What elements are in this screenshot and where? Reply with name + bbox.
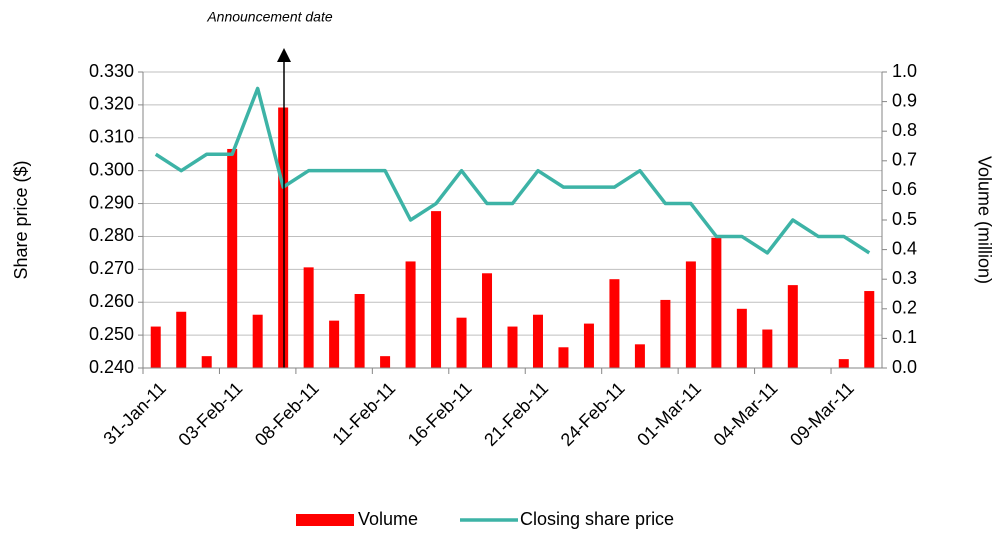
bar — [227, 148, 238, 368]
bar — [838, 359, 849, 368]
x-tick-label: 16-Feb-11 — [404, 378, 476, 450]
x-tick-label: 08-Feb-11 — [251, 378, 323, 450]
y-tick-label: 0.250 — [89, 324, 134, 344]
bar — [583, 323, 594, 368]
bar — [431, 211, 442, 368]
y2-tick-label: 0.5 — [892, 209, 917, 229]
bar — [736, 308, 747, 368]
x-tick-label: 09-Mar-11 — [786, 378, 858, 450]
y-tick-label: 0.240 — [89, 357, 134, 377]
y2-tick-label: 0.6 — [892, 179, 917, 199]
y2-tick-label: 0.1 — [892, 327, 917, 347]
legend-label: Closing share price — [520, 509, 674, 529]
x-tick-label: 11-Feb-11 — [328, 378, 399, 449]
y2-tick-label: 0.8 — [892, 120, 917, 140]
bar — [532, 314, 543, 368]
y-tick-label: 0.310 — [89, 127, 134, 147]
bar — [405, 261, 416, 368]
bar — [150, 326, 161, 368]
bar — [278, 107, 289, 369]
bar — [609, 279, 620, 368]
annotation: Announcement date — [206, 9, 333, 25]
x-tick-label: 04-Mar-11 — [710, 378, 782, 450]
y2-tick-label: 0.7 — [892, 150, 917, 170]
legend-label: Volume — [358, 509, 418, 529]
y2-tick-label: 1.0 — [892, 61, 917, 81]
y2-tick-label: 0.2 — [892, 298, 917, 318]
y2-axis-label: Volume (million) — [974, 156, 994, 284]
y-tick-label: 0.270 — [89, 258, 134, 278]
y2-tick-label: 0.9 — [892, 90, 917, 110]
y-tick-label: 0.300 — [89, 159, 134, 179]
annotation-arrowhead — [277, 48, 291, 62]
x-tick-label: 31-Jan-11 — [99, 378, 170, 449]
y-tick-label: 0.330 — [89, 61, 134, 81]
y-tick-label: 0.280 — [89, 225, 134, 245]
y2-tick-label: 0.3 — [892, 268, 917, 288]
price-line — [154, 86, 871, 255]
bar — [303, 267, 314, 368]
y2-tick-label: 0.4 — [892, 238, 917, 258]
x-tick-label: 24-Feb-11 — [557, 378, 629, 450]
bar — [711, 237, 722, 368]
x-tick-label: 21-Feb-11 — [480, 378, 552, 450]
bar — [660, 299, 671, 368]
y-tick-label: 0.290 — [89, 192, 134, 212]
bar — [456, 317, 467, 368]
bar — [685, 261, 696, 368]
y-axis-label: Share price ($) — [11, 160, 31, 279]
bar — [558, 347, 569, 368]
bar — [787, 285, 798, 368]
legend-swatch — [296, 514, 354, 526]
y-tick-label: 0.260 — [89, 291, 134, 311]
bar — [634, 344, 645, 368]
y-tick-label: 0.320 — [89, 94, 134, 114]
bar — [252, 314, 263, 368]
y2-tick-label: 0.0 — [892, 357, 917, 377]
bar — [354, 294, 365, 368]
bar — [201, 356, 212, 368]
x-tick-label: 01-Mar-11 — [633, 378, 705, 450]
bar — [380, 356, 391, 368]
x-tick-label: 03-Feb-11 — [174, 378, 246, 450]
bar — [329, 320, 340, 368]
bar — [482, 273, 493, 368]
bar — [864, 291, 875, 368]
bar — [762, 329, 773, 368]
bar — [176, 311, 187, 368]
bar — [507, 326, 518, 368]
